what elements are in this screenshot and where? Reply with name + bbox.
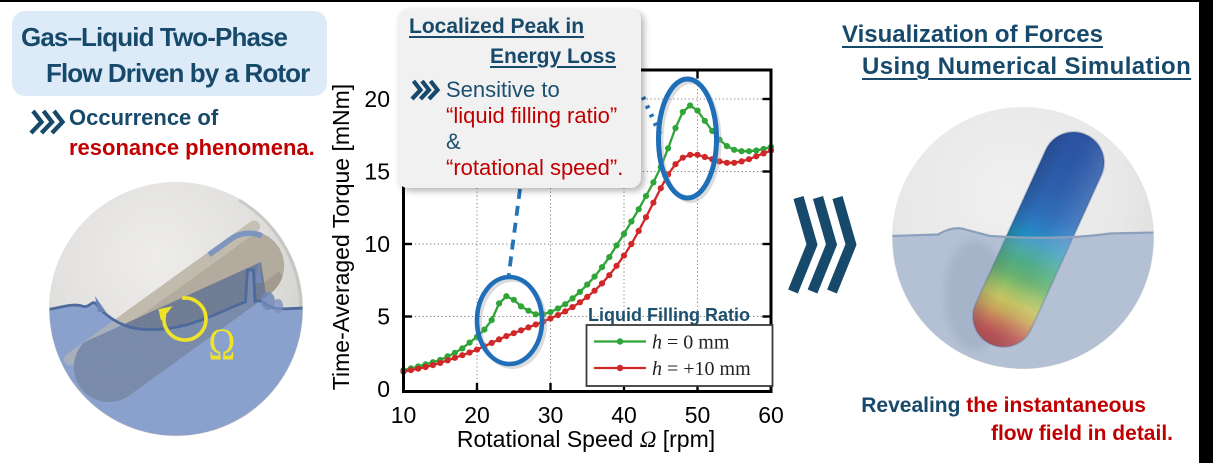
svg-text:0: 0 [377, 376, 390, 402]
svg-text:Rotational Speed Ω [rpm]: Rotational Speed Ω [rpm] [457, 426, 715, 452]
svg-text:Ω: Ω [209, 320, 236, 370]
svg-text:h = 0 mm: h = 0 mm [652, 332, 730, 354]
svg-text:15: 15 [364, 159, 390, 185]
svg-text:40: 40 [611, 402, 637, 428]
svg-text:60: 60 [758, 402, 784, 428]
svg-text:30: 30 [538, 402, 564, 428]
svg-text:10: 10 [391, 402, 417, 428]
svg-text:20: 20 [364, 86, 390, 112]
svg-text:Time-Averaged Torque [mNm]: Time-Averaged Torque [mNm] [328, 84, 354, 390]
svg-text:20: 20 [464, 402, 490, 428]
svg-text:h = +10 mm: h = +10 mm [652, 358, 751, 380]
svg-text:5: 5 [377, 304, 390, 330]
svg-text:Liquid Filling Ratio: Liquid Filling Ratio [588, 305, 750, 325]
svg-text:50: 50 [685, 402, 711, 428]
svg-text:10: 10 [364, 231, 390, 257]
